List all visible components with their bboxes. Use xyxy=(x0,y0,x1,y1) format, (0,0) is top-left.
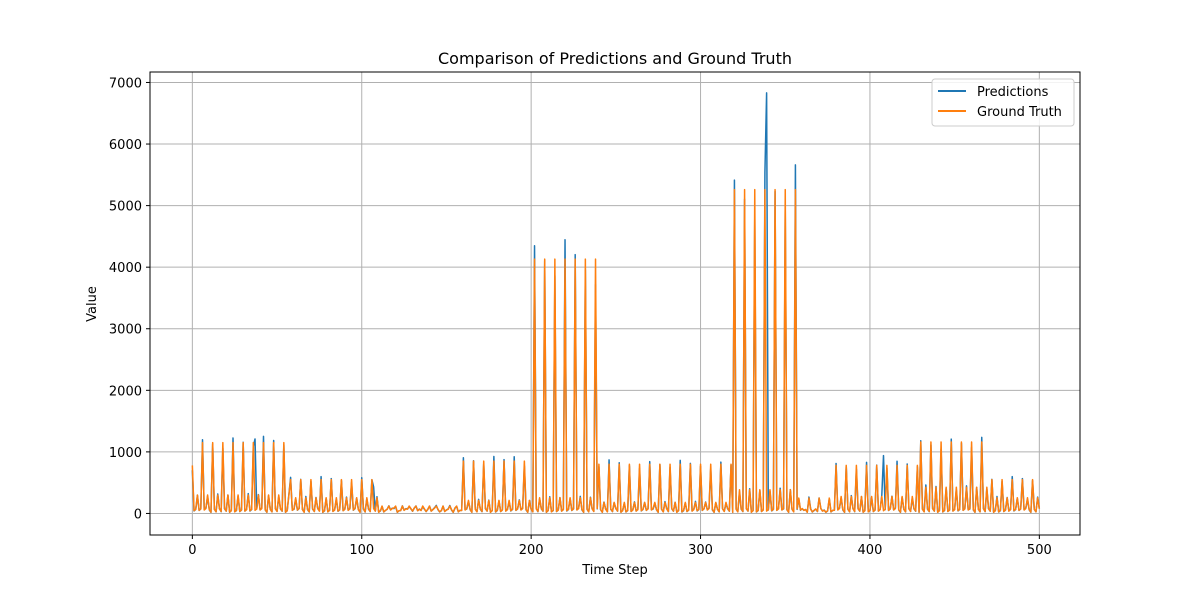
x-tick-label: 500 xyxy=(1027,543,1052,558)
y-tick-label: 7000 xyxy=(109,76,142,91)
legend-label-predictions: Predictions xyxy=(977,85,1049,100)
x-tick-label: 300 xyxy=(688,543,713,558)
y-tick-label: 3000 xyxy=(109,323,142,338)
series-line-ground-truth xyxy=(191,188,1041,513)
y-tick-label: 6000 xyxy=(109,138,142,153)
x-tick-label: 0 xyxy=(188,543,196,558)
y-tick-label: 5000 xyxy=(109,200,142,215)
legend: Predictions Ground Truth xyxy=(931,78,1075,127)
series-line-predictions xyxy=(191,92,1041,514)
y-axis-label: Value xyxy=(85,286,100,322)
x-axis-label: Time Step xyxy=(581,563,648,578)
y-tick-label: 4000 xyxy=(109,261,142,276)
legend-box xyxy=(931,78,1075,127)
y-tick-label: 0 xyxy=(134,507,142,522)
legend-label-ground-truth: Ground Truth xyxy=(977,105,1062,120)
x-tick-label: 400 xyxy=(858,543,883,558)
grid-layer xyxy=(150,72,1080,535)
x-tick-label: 200 xyxy=(519,543,544,558)
chart-title: Comparison of Predictions and Ground Tru… xyxy=(438,49,792,68)
tick-layer: 0 100 200 300 400 500010002000300040005000600… xyxy=(109,76,1052,558)
series-layer xyxy=(191,92,1041,514)
plot-frame xyxy=(149,71,1081,536)
y-tick-label: 1000 xyxy=(109,446,142,461)
x-tick-label: 100 xyxy=(349,543,374,558)
y-tick-label: 2000 xyxy=(109,384,142,399)
